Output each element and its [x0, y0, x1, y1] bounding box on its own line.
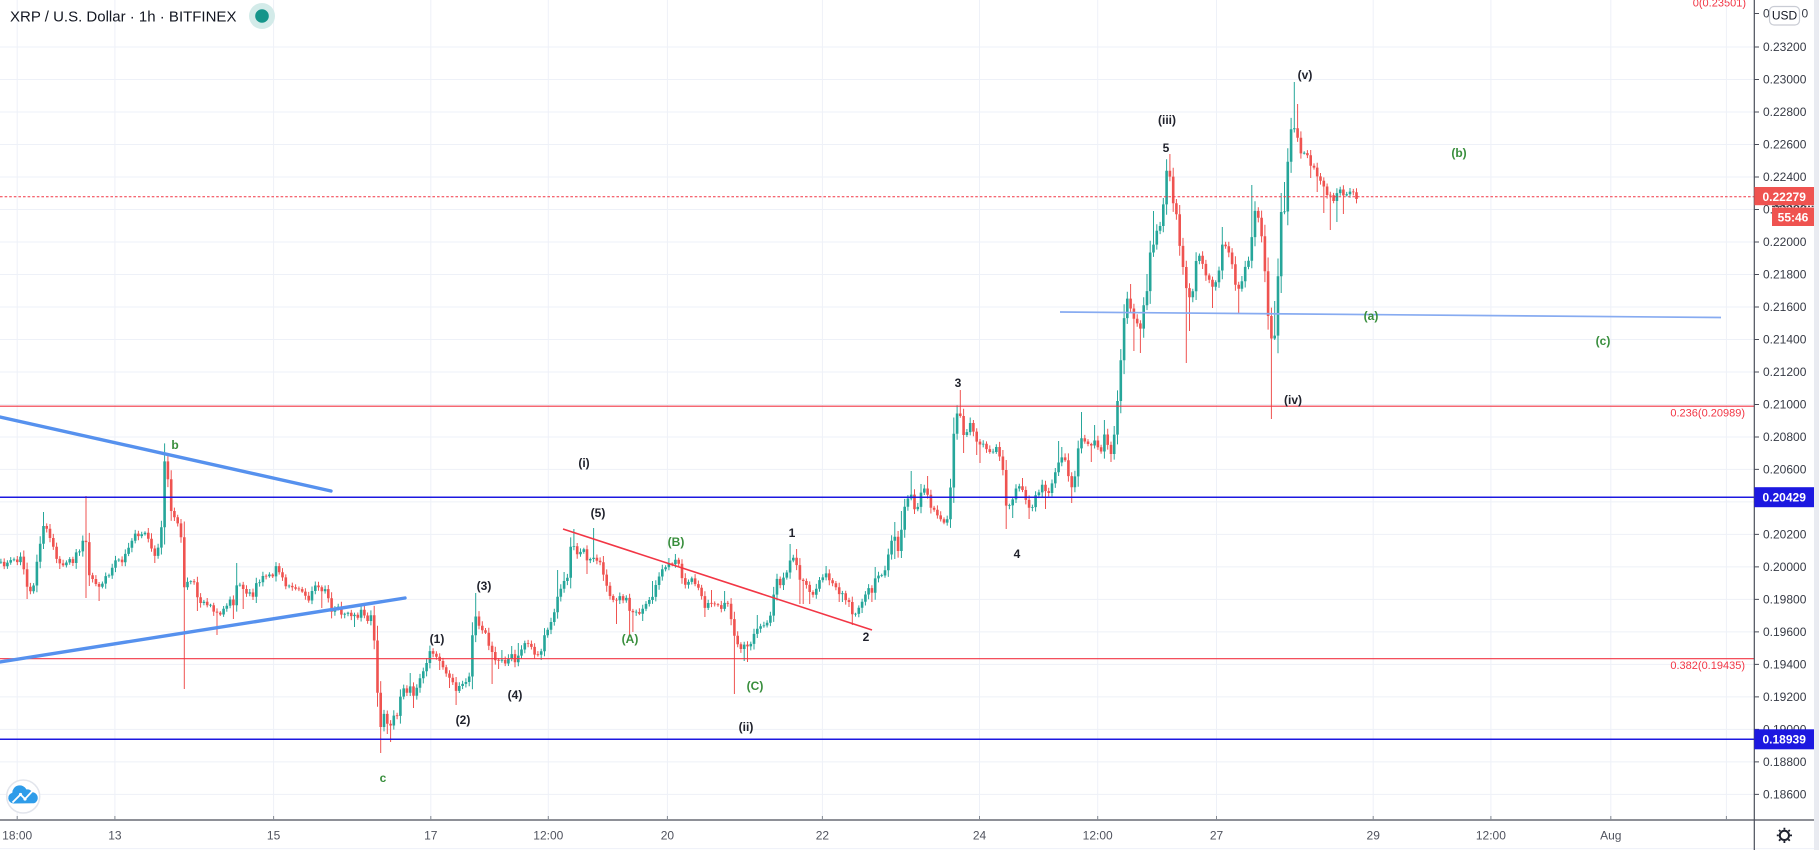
svg-text:(4): (4): [508, 688, 523, 702]
svg-text:0.20800: 0.20800: [1763, 430, 1807, 444]
svg-text:0.18939: 0.18939: [1763, 733, 1807, 747]
svg-text:0(0.23501): 0(0.23501): [1693, 0, 1746, 10]
svg-text:0.20000: 0.20000: [1763, 560, 1807, 574]
svg-text:3: 3: [955, 376, 962, 390]
svg-text:(3): (3): [477, 579, 492, 593]
svg-text:20: 20: [661, 829, 675, 843]
svg-text:12:00: 12:00: [1083, 829, 1113, 843]
svg-text:(B): (B): [668, 535, 685, 549]
svg-text:(v): (v): [1298, 68, 1313, 82]
svg-text:27: 27: [1210, 829, 1224, 843]
svg-text:0.21600: 0.21600: [1763, 300, 1807, 314]
svg-text:0.22800: 0.22800: [1763, 105, 1807, 119]
svg-text:29: 29: [1367, 829, 1381, 843]
svg-text:1: 1: [789, 526, 796, 540]
svg-text:0.21800: 0.21800: [1763, 268, 1807, 282]
svg-text:(i): (i): [578, 456, 589, 470]
svg-text:0.19800: 0.19800: [1763, 593, 1807, 607]
svg-text:(2): (2): [456, 713, 471, 727]
svg-text:0.22279: 0.22279: [1763, 190, 1807, 204]
svg-text:18:00: 18:00: [2, 829, 32, 843]
svg-text:(iv): (iv): [1284, 393, 1302, 407]
svg-text:Aug: Aug: [1600, 829, 1621, 843]
svg-text:(5): (5): [591, 506, 606, 520]
svg-text:15: 15: [267, 829, 281, 843]
svg-text:(1): (1): [430, 632, 445, 646]
svg-text:(iii): (iii): [1158, 113, 1176, 127]
svg-text:13: 13: [108, 829, 122, 843]
svg-text:55:46: 55:46: [1778, 211, 1809, 225]
svg-text:(c): (c): [1596, 334, 1611, 348]
svg-text:0: 0: [1802, 7, 1809, 21]
svg-text:0.19200: 0.19200: [1763, 690, 1807, 704]
svg-text:12:00: 12:00: [533, 829, 563, 843]
svg-text:24: 24: [973, 829, 987, 843]
svg-text:XRP / U.S. Dollar · 1h · BITFI: XRP / U.S. Dollar · 1h · BITFINEX: [10, 9, 236, 26]
svg-text:0.20429: 0.20429: [1763, 491, 1807, 505]
svg-text:USD: USD: [1772, 9, 1798, 23]
svg-text:5: 5: [1163, 141, 1170, 155]
svg-text:22: 22: [816, 829, 830, 843]
svg-text:0.21200: 0.21200: [1763, 365, 1807, 379]
svg-text:17: 17: [424, 829, 438, 843]
svg-text:b: b: [171, 438, 178, 452]
svg-text:0.19600: 0.19600: [1763, 625, 1807, 639]
svg-text:0.21400: 0.21400: [1763, 333, 1807, 347]
svg-text:(A): (A): [622, 632, 639, 646]
svg-text:0.21000: 0.21000: [1763, 398, 1807, 412]
svg-text:0.22400: 0.22400: [1763, 170, 1807, 184]
svg-text:0.20200: 0.20200: [1763, 528, 1807, 542]
svg-text:(b): (b): [1451, 146, 1466, 160]
svg-text:0.19400: 0.19400: [1763, 658, 1807, 672]
svg-text:0: 0: [1763, 7, 1770, 21]
svg-text:c: c: [380, 771, 387, 785]
svg-text:2: 2: [863, 630, 870, 644]
svg-text:(a): (a): [1364, 309, 1379, 323]
svg-text:0.23000: 0.23000: [1763, 73, 1807, 87]
svg-text:0.18600: 0.18600: [1763, 788, 1807, 802]
svg-text:0.20600: 0.20600: [1763, 463, 1807, 477]
svg-text:4: 4: [1014, 547, 1021, 561]
svg-text:0.236(0.20989): 0.236(0.20989): [1670, 408, 1745, 420]
svg-text:0.23200: 0.23200: [1763, 40, 1807, 54]
svg-text:0.22600: 0.22600: [1763, 138, 1807, 152]
svg-text:(ii): (ii): [739, 720, 754, 734]
svg-text:0.18800: 0.18800: [1763, 755, 1807, 769]
svg-text:0.382(0.19435): 0.382(0.19435): [1670, 660, 1745, 672]
svg-text:0.22000: 0.22000: [1763, 235, 1807, 249]
svg-text:12:00: 12:00: [1476, 829, 1506, 843]
svg-text:(C): (C): [747, 679, 764, 693]
